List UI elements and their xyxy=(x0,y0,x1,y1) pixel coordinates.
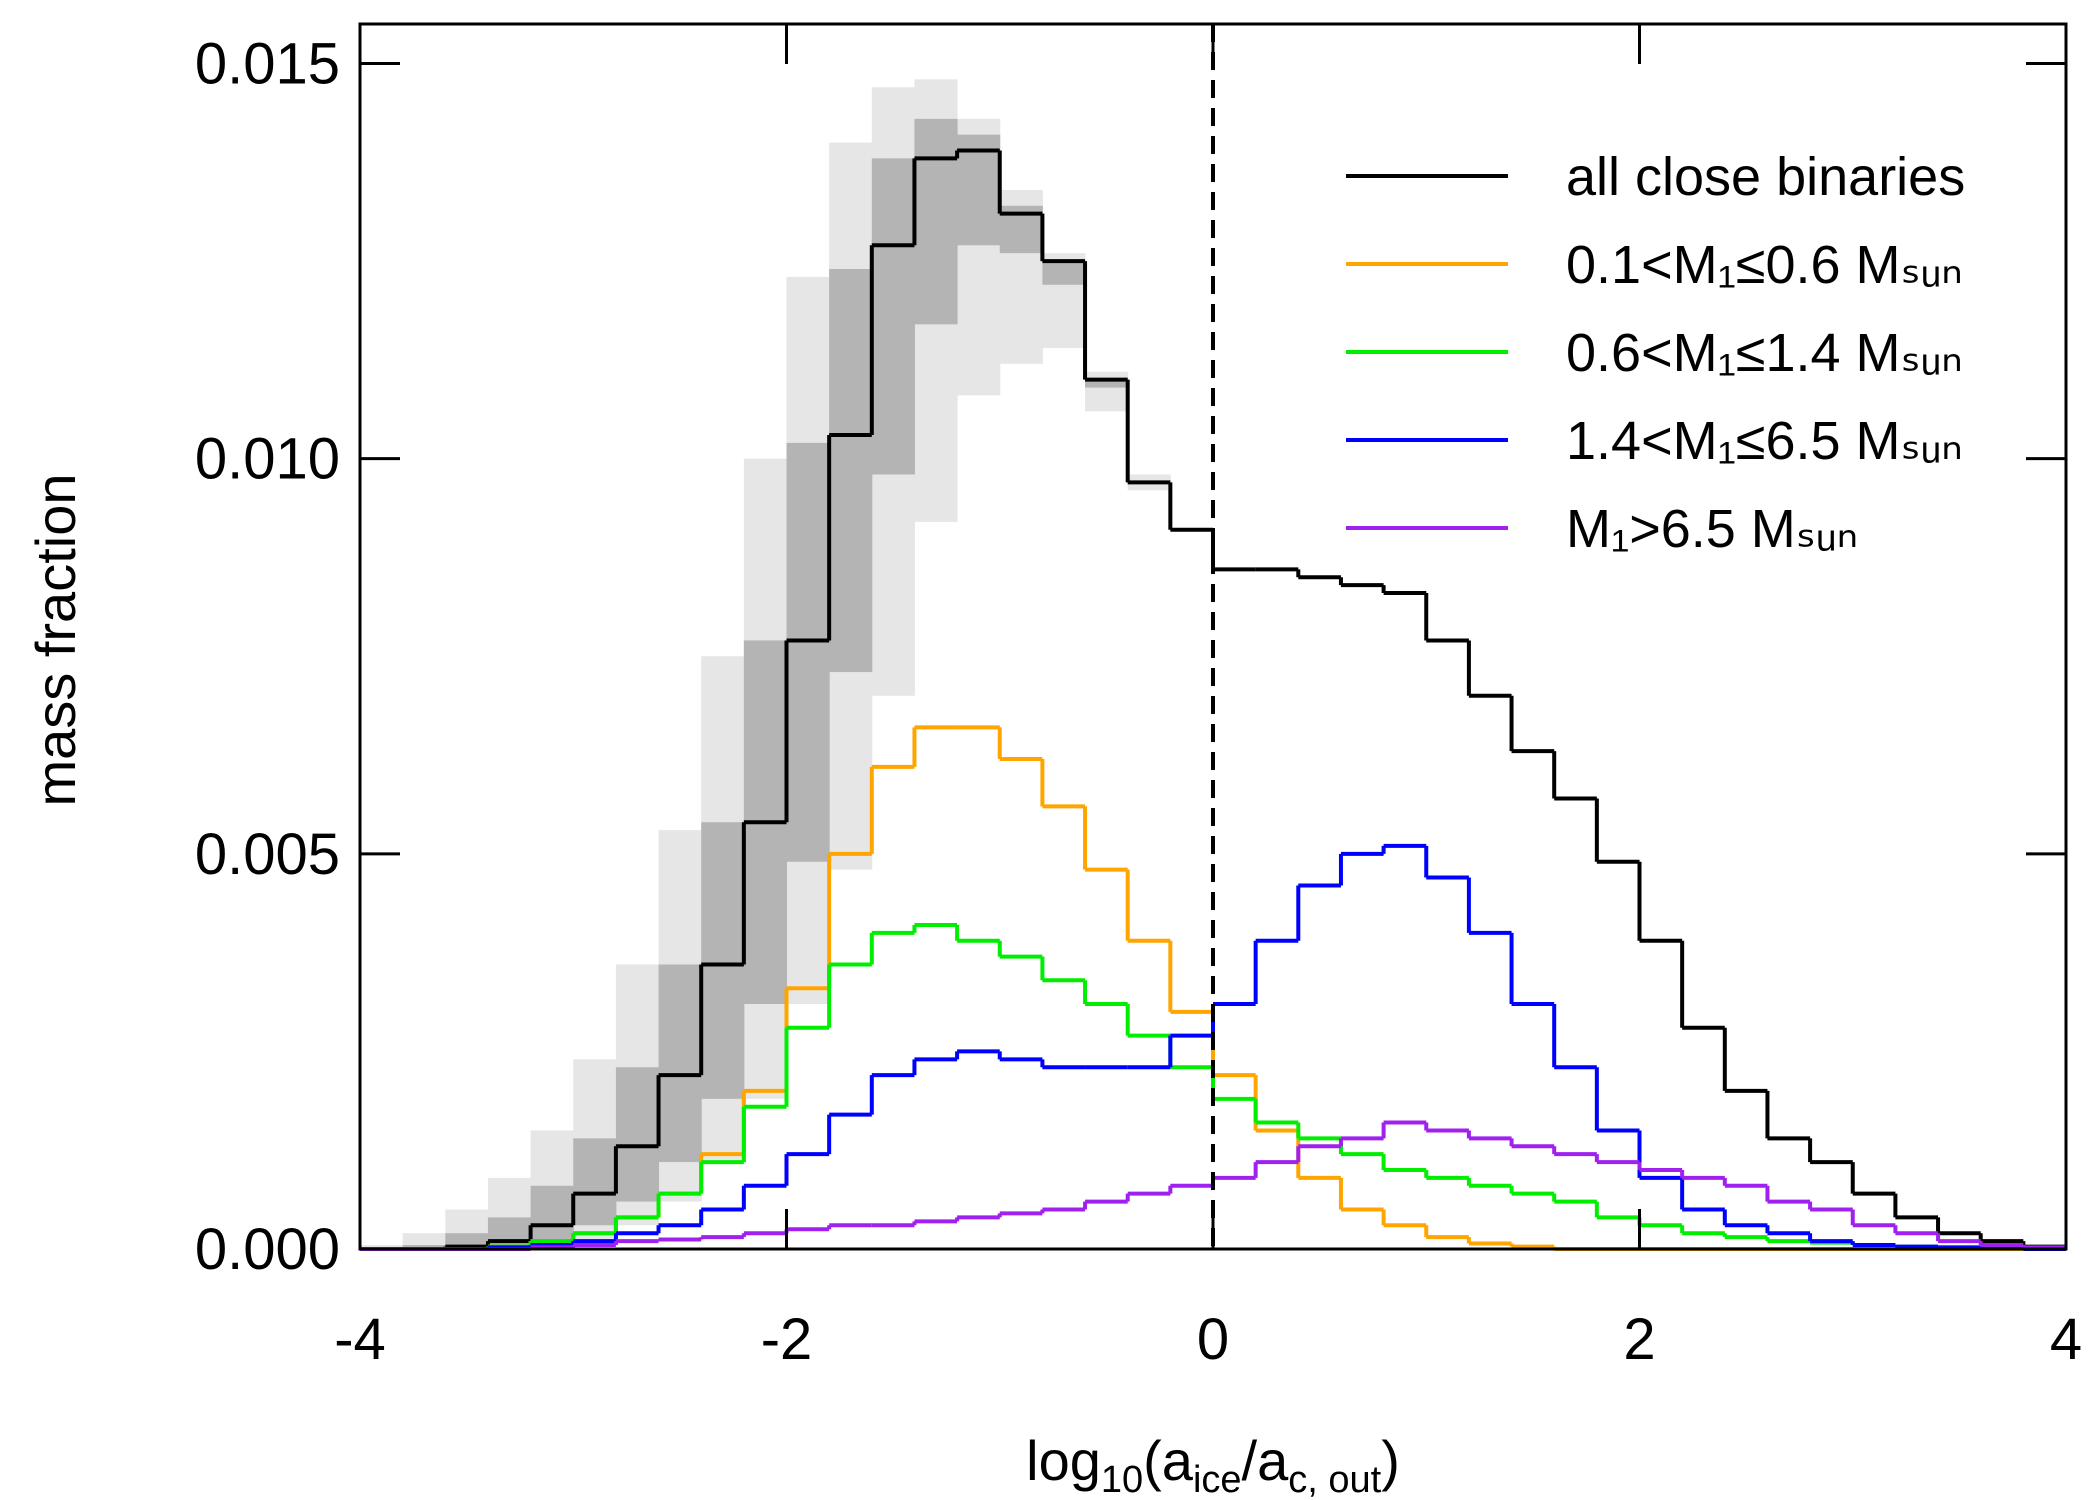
legend: all close binaries 0.1<M₁≤0.6 Mₛᵤₙ 0.6<M₁≤… xyxy=(1346,147,1965,559)
y-axis-label: mass fraction xyxy=(24,474,87,807)
band xyxy=(786,442,830,862)
band xyxy=(573,1138,617,1226)
legend-label: 0.1<M₁≤0.6 Mₛᵤₙ xyxy=(1566,235,1963,295)
x-label-part: log xyxy=(1026,1429,1101,1492)
x-label-part: ) xyxy=(1381,1429,1400,1492)
x-tick-label: -2 xyxy=(761,1307,813,1372)
band xyxy=(829,269,873,673)
band xyxy=(871,158,915,475)
x-label-part: (a xyxy=(1143,1429,1194,1492)
y-tick-label: 0.015 xyxy=(195,32,340,97)
x-label-part: 10 xyxy=(1101,1459,1143,1500)
y-tick-label: 0.010 xyxy=(195,427,340,492)
band xyxy=(658,964,702,1163)
step-connector xyxy=(443,150,2026,1249)
x-label-part: ice xyxy=(1193,1459,1242,1500)
legend-label: 0.6<M₁≤1.4 Mₛᵤₙ xyxy=(1566,323,1963,383)
band xyxy=(914,118,958,325)
band xyxy=(1042,261,1086,285)
band xyxy=(957,134,1001,246)
band xyxy=(615,1067,660,1202)
band xyxy=(701,822,745,1099)
x-axis-label: log10(aice/ac, out) xyxy=(1026,1429,1400,1500)
x-tick-label: 2 xyxy=(1623,1307,1655,1372)
x-tick-label: 0 xyxy=(1197,1307,1229,1372)
legend-label: all close binaries xyxy=(1566,147,1965,207)
x-tick-label: 4 xyxy=(2050,1307,2082,1372)
y-tick-label: 0.000 xyxy=(195,1217,340,1282)
x-label-part: /a xyxy=(1242,1429,1290,1492)
y-tick-label: 0.005 xyxy=(195,822,340,887)
band xyxy=(1085,379,1129,388)
legend-label: M₁>6.5 Mₛᵤₙ xyxy=(1566,499,1858,559)
legend-label: 1.4<M₁≤6.5 Mₛᵤₙ xyxy=(1566,411,1963,471)
band xyxy=(530,1185,574,1242)
x-label-part: c, out xyxy=(1288,1459,1381,1500)
x-tick-label: -4 xyxy=(334,1307,386,1372)
